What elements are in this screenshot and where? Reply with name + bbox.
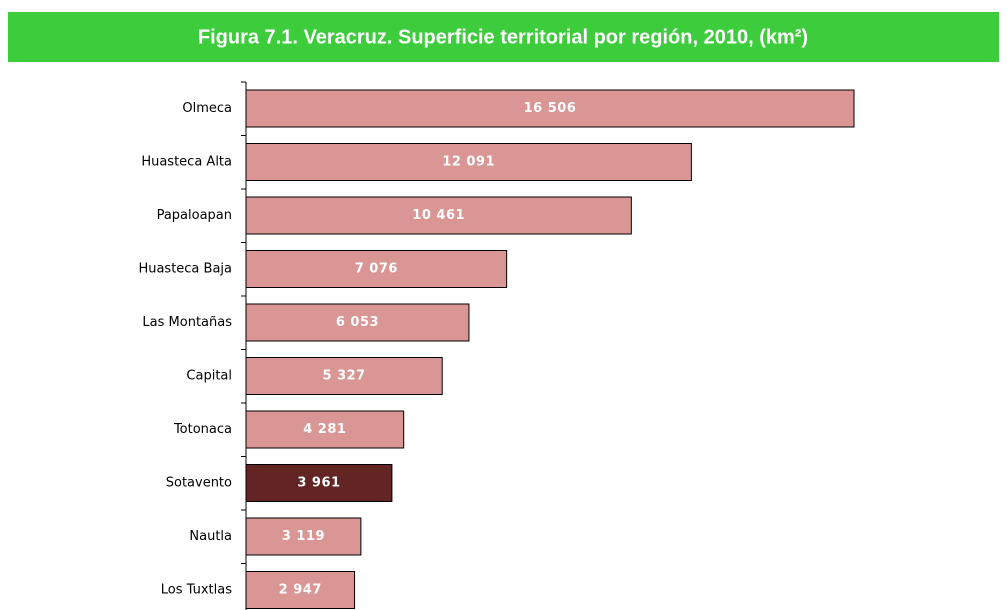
category-label: Papaloapan (157, 208, 232, 223)
category-label: Capital (186, 369, 232, 384)
category-label: Huasteca Alta (141, 155, 232, 170)
value-label: 12 091 (442, 155, 495, 170)
value-label: 5 327 (323, 369, 366, 384)
value-label: 2 947 (279, 583, 322, 598)
value-label: 3 119 (282, 529, 325, 544)
bar (245, 357, 443, 395)
chart-title: Figura 7.1. Veracruz. Superficie territo… (198, 26, 808, 48)
bar (245, 89, 855, 128)
bar (245, 517, 362, 556)
category-label: Olmeca (182, 101, 232, 116)
value-label: 7 076 (355, 262, 398, 277)
value-label: 10 461 (412, 208, 465, 223)
category-label: Nautla (189, 529, 232, 544)
value-label: 6 053 (336, 315, 379, 330)
title-banner (8, 12, 999, 62)
bar (245, 303, 470, 342)
bar (245, 410, 405, 449)
category-label: Las Montañas (142, 315, 232, 330)
category-label: Totonaca (173, 422, 232, 437)
category-label: Sotavento (166, 476, 232, 491)
bar (245, 196, 632, 235)
bar (245, 464, 393, 502)
category-label: Huasteca Baja (138, 262, 232, 277)
value-label: 16 506 (524, 101, 577, 116)
value-label: 3 961 (297, 476, 340, 491)
bar (245, 571, 356, 609)
category-label: Los Tuxtlas (161, 583, 232, 598)
value-label: 4 281 (303, 422, 346, 437)
